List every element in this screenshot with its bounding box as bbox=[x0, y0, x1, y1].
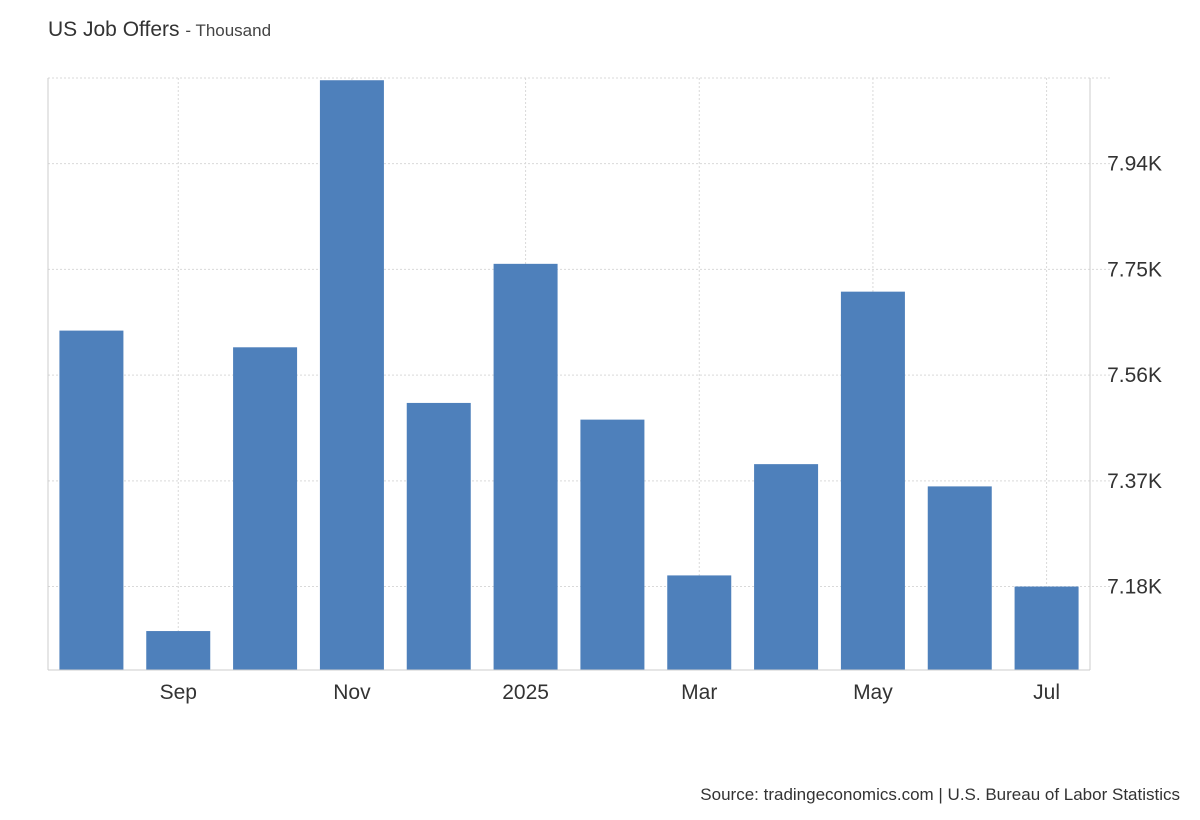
bar-may-2025[interactable] bbox=[840, 291, 905, 670]
x-tick-labels: Sep Nov 2025 Mar May Jul bbox=[160, 681, 1060, 704]
y-tick-labels: 7.18K 7.37K 7.56K 7.75K 7.94K bbox=[1107, 153, 1162, 599]
subtitle-text: Thousand bbox=[195, 21, 272, 40]
x-tick-label: Jul bbox=[1033, 681, 1060, 704]
chart-subtitle: - Thousand bbox=[185, 21, 271, 40]
x-tick-label: Nov bbox=[333, 681, 371, 704]
bar-nov-2024[interactable] bbox=[319, 80, 384, 670]
x-tick-label: Sep bbox=[160, 681, 197, 704]
y-tick-label: 7.37K bbox=[1107, 470, 1162, 493]
y-tick-label: 7.56K bbox=[1107, 364, 1162, 387]
source-note: Source: tradingeconomics.com | U.S. Bure… bbox=[700, 785, 1180, 804]
axes bbox=[47, 78, 1091, 671]
chart-title: US Job Offers - Thousand bbox=[48, 18, 271, 42]
y-tick-label: 7.18K bbox=[1107, 576, 1162, 599]
bar-mar-2025[interactable] bbox=[667, 575, 732, 670]
bar-jun-2025[interactable] bbox=[927, 486, 992, 670]
bar-jan-2025[interactable] bbox=[493, 263, 558, 670]
bar-oct-2024[interactable] bbox=[233, 347, 298, 670]
y-tick-label: 7.94K bbox=[1107, 153, 1162, 176]
subtitle-separator: - bbox=[185, 21, 192, 40]
bar-sep-2024[interactable] bbox=[146, 631, 211, 670]
bars bbox=[59, 80, 1079, 670]
x-tick-label: Mar bbox=[681, 681, 717, 704]
chart-title-text: US Job Offers bbox=[48, 18, 180, 41]
x-tick-label: 2025 bbox=[502, 681, 549, 704]
bar-aug-2024[interactable] bbox=[59, 330, 124, 670]
bar-apr-2025[interactable] bbox=[754, 464, 819, 670]
bar-jul-2025[interactable] bbox=[1014, 586, 1079, 670]
x-tick-label: May bbox=[853, 681, 893, 704]
bar-dec-2024[interactable] bbox=[406, 402, 471, 670]
bar-feb-2025[interactable] bbox=[580, 419, 645, 670]
y-tick-label: 7.75K bbox=[1107, 258, 1162, 281]
